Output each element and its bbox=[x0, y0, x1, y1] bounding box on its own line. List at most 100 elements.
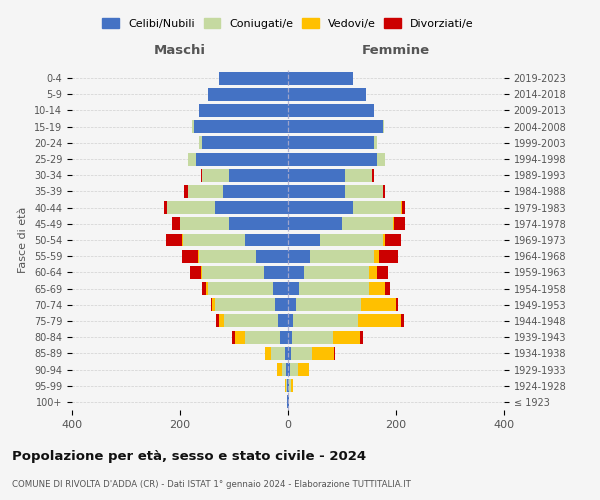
Bar bbox=[184, 185, 188, 198]
Bar bbox=[286, 363, 288, 376]
Bar bbox=[296, 298, 361, 311]
Bar bbox=[166, 234, 182, 246]
Text: Maschi: Maschi bbox=[154, 44, 206, 57]
Bar bbox=[245, 330, 280, 344]
Bar bbox=[202, 282, 206, 295]
Bar bbox=[402, 201, 404, 214]
Bar bbox=[202, 136, 288, 149]
Bar bbox=[293, 314, 358, 328]
Bar bbox=[288, 169, 344, 181]
Bar bbox=[344, 169, 372, 181]
Bar bbox=[313, 347, 334, 360]
Bar bbox=[374, 250, 379, 262]
Bar bbox=[288, 298, 296, 311]
Bar bbox=[193, 120, 288, 133]
Bar bbox=[256, 250, 288, 262]
Bar bbox=[215, 298, 275, 311]
Bar bbox=[320, 234, 383, 246]
Bar bbox=[289, 379, 290, 392]
Bar bbox=[358, 314, 401, 328]
Bar bbox=[199, 104, 288, 117]
Bar bbox=[353, 201, 401, 214]
Bar bbox=[285, 347, 288, 360]
Bar bbox=[360, 330, 362, 344]
Legend: Celibi/Nubili, Coniugati/e, Vedovi/e, Divorziati/e: Celibi/Nubili, Coniugati/e, Vedovi/e, Di… bbox=[103, 18, 473, 28]
Bar bbox=[277, 363, 281, 376]
Bar bbox=[212, 298, 215, 311]
Bar bbox=[288, 88, 366, 101]
Bar bbox=[167, 201, 215, 214]
Bar bbox=[286, 379, 287, 392]
Bar bbox=[188, 185, 223, 198]
Bar bbox=[229, 218, 288, 230]
Bar bbox=[288, 379, 289, 392]
Bar bbox=[190, 266, 200, 279]
Bar bbox=[223, 185, 288, 198]
Bar bbox=[377, 152, 385, 166]
Bar bbox=[202, 169, 229, 181]
Bar bbox=[288, 314, 293, 328]
Bar bbox=[396, 298, 398, 311]
Bar bbox=[219, 314, 224, 328]
Bar bbox=[288, 363, 290, 376]
Bar bbox=[224, 314, 278, 328]
Bar bbox=[292, 330, 333, 344]
Bar bbox=[310, 250, 374, 262]
Bar bbox=[342, 218, 394, 230]
Bar bbox=[344, 185, 383, 198]
Bar bbox=[273, 282, 288, 295]
Bar bbox=[208, 88, 288, 101]
Bar bbox=[271, 347, 285, 360]
Bar bbox=[288, 250, 310, 262]
Bar bbox=[180, 218, 229, 230]
Bar bbox=[172, 218, 180, 230]
Bar bbox=[288, 72, 353, 85]
Bar bbox=[290, 379, 293, 392]
Bar bbox=[285, 379, 286, 392]
Bar bbox=[288, 152, 377, 166]
Bar bbox=[275, 298, 288, 311]
Bar bbox=[206, 282, 208, 295]
Bar bbox=[288, 218, 342, 230]
Bar bbox=[280, 330, 288, 344]
Bar bbox=[288, 234, 320, 246]
Bar bbox=[183, 234, 245, 246]
Bar bbox=[235, 330, 245, 344]
Bar bbox=[245, 234, 288, 246]
Bar bbox=[288, 282, 299, 295]
Bar bbox=[361, 298, 396, 311]
Text: Popolazione per età, sesso e stato civile - 2024: Popolazione per età, sesso e stato civil… bbox=[12, 450, 366, 463]
Bar bbox=[298, 363, 308, 376]
Bar bbox=[164, 201, 167, 214]
Bar bbox=[265, 347, 271, 360]
Bar bbox=[290, 363, 298, 376]
Bar bbox=[264, 266, 288, 279]
Bar bbox=[377, 266, 388, 279]
Bar bbox=[278, 314, 288, 328]
Bar bbox=[372, 169, 374, 181]
Bar bbox=[219, 72, 288, 85]
Bar bbox=[401, 314, 404, 328]
Bar bbox=[383, 234, 385, 246]
Bar bbox=[281, 363, 286, 376]
Bar bbox=[288, 201, 353, 214]
Bar bbox=[215, 201, 288, 214]
Bar bbox=[287, 379, 288, 392]
Y-axis label: Fasce di età: Fasce di età bbox=[19, 207, 28, 273]
Bar bbox=[229, 169, 288, 181]
Bar bbox=[290, 347, 313, 360]
Bar bbox=[288, 120, 383, 133]
Bar bbox=[232, 330, 235, 344]
Bar bbox=[182, 250, 198, 262]
Bar bbox=[383, 185, 385, 198]
Bar bbox=[369, 266, 377, 279]
Bar bbox=[208, 282, 273, 295]
Bar bbox=[288, 266, 304, 279]
Bar bbox=[199, 250, 256, 262]
Bar bbox=[199, 136, 202, 149]
Text: COMUNE DI RIVOLTA D'ADDA (CR) - Dati ISTAT 1° gennaio 2024 - Elaborazione TUTTIT: COMUNE DI RIVOLTA D'ADDA (CR) - Dati IST… bbox=[12, 480, 411, 489]
Bar bbox=[385, 234, 401, 246]
Bar bbox=[385, 282, 389, 295]
Bar bbox=[202, 266, 264, 279]
Bar bbox=[299, 282, 369, 295]
